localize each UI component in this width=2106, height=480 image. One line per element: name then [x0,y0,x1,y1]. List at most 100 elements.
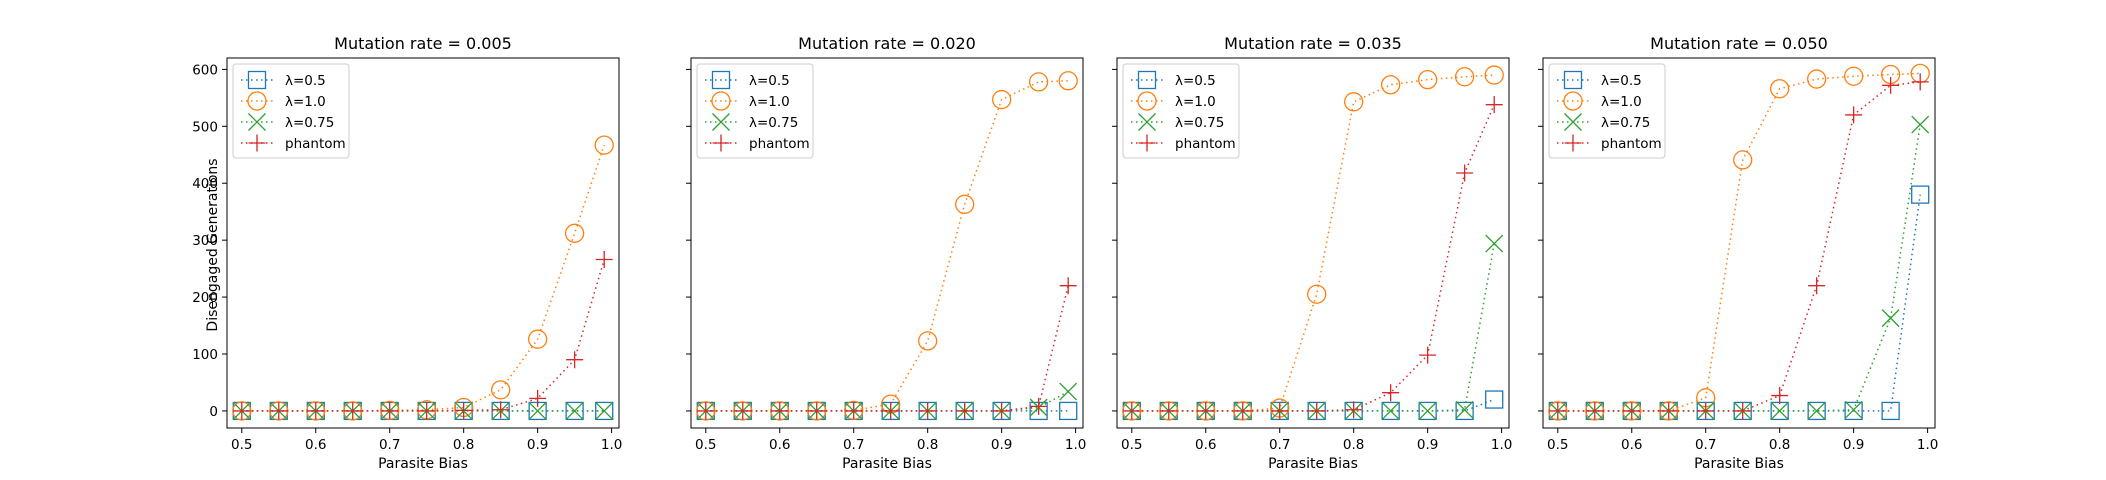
legend-marker [1563,91,1583,111]
chart-panel-3: Mutation rate = 0.035 0.5 0.6 0.7 0.8 0.9 1.0 P… [1112,34,1512,472]
series-line [241,259,605,412]
legend-marker [248,113,266,131]
data-point [1059,277,1077,295]
legend-label: phantom [285,136,346,152]
legend-label: phantom [1601,136,1662,152]
plot-frame [1542,57,1936,429]
data-point [1770,401,1789,420]
data-point [418,402,436,420]
x-axis-label: Parasite Bias [1268,456,1358,472]
plot-frame [1116,57,1510,429]
x-tick-label: 0.6 [1621,437,1642,453]
legend-marker [712,113,730,131]
data-point [491,380,511,400]
data-point [993,402,1011,420]
data-point [1622,401,1642,421]
legend-marker [1564,134,1582,152]
data-point [1030,397,1048,415]
data-point [1234,402,1252,420]
data-point [1586,402,1604,420]
x-tick-label: 0.7 [843,437,864,453]
legend: λ=0.5 λ=1.0 λ=0.75 phantom [1548,63,1666,159]
data-point [1418,401,1437,421]
legend-label: λ=0.75 [1175,115,1224,131]
legend-label: λ=0.5 [1601,73,1642,89]
x-tick-label: 0.7 [1695,437,1716,453]
legend-label: λ=1.0 [1601,94,1642,110]
data-point [1344,92,1364,112]
legend-label: λ=1.0 [285,94,326,110]
data-point [1058,71,1078,91]
data-point [1808,277,1826,295]
data-point [381,402,399,420]
shared-ylabel: Disengaged Generations [205,158,221,331]
data-point [1059,401,1078,421]
data-point [1771,387,1789,405]
data-point [696,401,716,421]
x-tick-label: 0.8 [1769,437,1790,453]
chart-title: Mutation rate = 0.035 [1224,34,1402,53]
legend-marker [1138,113,1156,131]
legend: λ=0.5 λ=1.0 λ=0.75 phantom [696,63,814,159]
data-point [1623,402,1641,420]
legend-label: λ=0.75 [1601,115,1650,131]
data-point [1911,73,1929,91]
data-point [1417,69,1438,90]
data-point [1844,401,1863,421]
x-tick-label: 1.0 [1491,437,1512,453]
series-4 [1123,96,1503,420]
data-point [697,402,715,420]
legend-marker [1563,70,1583,90]
data-point [232,401,252,421]
data-point [1454,67,1475,87]
data-point [919,402,937,420]
legend-label: λ=0.5 [749,73,790,89]
data-point [1382,384,1400,402]
x-tick-label: 0.5 [1121,437,1142,453]
data-point [1455,400,1474,419]
data-point [1196,401,1216,421]
x-tick-label: 0.8 [453,437,474,453]
x-tick-label: 0.6 [1195,437,1216,453]
legend-label: λ=0.75 [749,115,798,131]
data-point [1485,96,1503,114]
chart-title: Mutation rate = 0.020 [798,34,976,53]
data-point [1419,346,1437,364]
x-tick-label: 0.8 [917,437,938,453]
data-point [1028,72,1049,92]
series-4 [233,251,613,420]
data-point [1233,401,1253,421]
data-point [528,401,547,420]
data-point [956,402,974,420]
data-point [455,401,473,419]
y-tick-label: 100 [192,347,218,363]
legend-label: phantom [749,136,810,152]
legend-marker [247,91,267,111]
data-point [595,401,614,420]
data-point [343,401,363,421]
data-point [807,401,827,421]
data-point [306,401,326,421]
x-tick-label: 0.9 [1417,437,1438,453]
data-point [1123,402,1141,420]
data-point [1307,284,1327,304]
data-point [594,135,614,155]
data-point [1548,401,1568,421]
data-point [1271,402,1289,420]
data-point [492,401,510,419]
legend-marker [711,70,731,90]
series-4 [697,277,1077,420]
data-point [1881,401,1900,421]
data-point [1381,401,1400,420]
y-tick-label: 300 [192,233,218,249]
data-point [1770,79,1790,99]
data-point [1845,106,1863,124]
data-point [734,402,752,420]
chart-panel-1: Mutation rate = 0.005 0 100 200 300 400 500 600… [192,34,622,472]
data-point [1807,69,1827,89]
x-tick-label: 0.5 [231,437,252,453]
y-tick-label: 200 [192,290,218,306]
x-tick-label: 0.6 [305,437,326,453]
